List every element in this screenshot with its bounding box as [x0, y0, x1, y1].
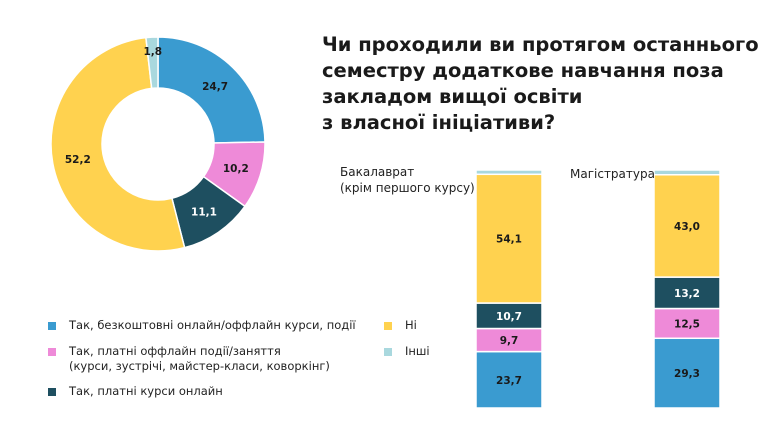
legend-label-no: Ні — [405, 318, 417, 332]
title-line-1: Чи проходили ви протягом останнього — [322, 33, 759, 56]
bar-label-master-paid-online: 13,2 — [674, 288, 700, 300]
group-label-master: Магістратура — [570, 167, 655, 181]
bar-segment-master-paid-online — [653, 276, 721, 310]
stacked-bar-chart: 23,7 9,7 10,7 54,1 29,3 12,5 13,2 43,0 — [475, 169, 721, 409]
bar-segment-bachelor-free-courses — [475, 350, 543, 409]
bar-segment-bachelor-no — [475, 173, 543, 304]
legend-swatch-free-courses — [48, 322, 56, 330]
legend-label-paid-online: Так, платні курси онлайн — [69, 384, 223, 398]
chart-title: Чи проходили ви протягом останнього семе… — [322, 32, 759, 136]
legend: Так, безкоштовні онлайн/оффлайн курси, п… — [48, 0, 448, 433]
donut-slice-free-courses — [157, 36, 266, 144]
legend-label-other: Інші — [405, 344, 430, 358]
bar-label-bachelor-free-courses: 23,7 — [496, 375, 522, 387]
donut-chart: 24,7 10,2 11,1 52,2 1,8 — [50, 36, 266, 252]
donut-label-no: 52,2 — [65, 154, 91, 166]
bar-segment-master-paid-offline — [653, 307, 721, 340]
title-line-3: закладом вищої освіти — [322, 85, 583, 108]
legend-swatch-other — [384, 348, 392, 356]
legend-swatch-paid-online — [48, 388, 56, 396]
bar-segment-bachelor-paid-online — [475, 302, 543, 330]
bar-label-master-paid-offline: 12,5 — [674, 318, 700, 330]
legend-label-paid-offline: Так, платні оффлайн події/заняття (курси… — [69, 344, 330, 373]
donut-label-paid-online: 11,1 — [191, 206, 217, 218]
bar-segment-master-free-courses — [653, 337, 721, 409]
legend-swatch-paid-offline — [48, 348, 56, 356]
legend-swatch-no — [384, 322, 392, 330]
bar-label-master-no: 43,0 — [674, 221, 700, 233]
bar-label-bachelor-no: 54,1 — [496, 234, 522, 246]
donut-label-paid-offline: 10,2 — [223, 163, 249, 175]
bar-segment-master-no — [653, 174, 721, 278]
legend-label-free-courses: Так, безкоштовні онлайн/оффлайн курси, п… — [69, 318, 356, 332]
title-line-4: з власної ініціативи? — [322, 111, 556, 134]
bar-segment-master-other — [653, 169, 721, 176]
bar-segment-bachelor-other — [475, 169, 543, 176]
bar-label-bachelor-paid-online: 10,7 — [496, 311, 522, 323]
group-label-bachelor: Бакалаврат (крім першого курсу) — [340, 165, 475, 195]
donut-slice-other — [145, 36, 159, 90]
title-line-2: семестру додаткове навчання поза — [322, 59, 724, 82]
bar-label-bachelor-paid-offline: 9,7 — [500, 335, 519, 347]
donut-slice-no — [50, 36, 186, 252]
donut-label-other: 1,8 — [143, 46, 162, 58]
donut-label-free-courses: 24,7 — [202, 81, 228, 93]
bar-label-master-free-courses: 29,3 — [674, 368, 700, 380]
